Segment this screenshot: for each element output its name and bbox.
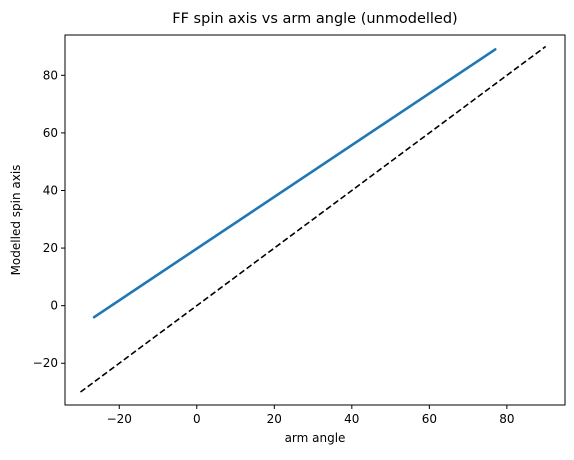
y-tick-label: 60 [43, 126, 58, 140]
y-axis-label: Modelled spin axis [9, 165, 23, 276]
y-tick-label: 20 [43, 241, 58, 255]
series-line-2 [80, 45, 547, 393]
x-axis-label: arm angle [285, 431, 346, 445]
x-axis-ticks: −20 0 20 40 60 80 [107, 405, 515, 426]
y-axis-ticks: −20 0 20 40 60 80 [33, 68, 65, 370]
x-tick-label: 20 [267, 412, 282, 426]
chart-title: FF spin axis vs arm angle (unmodelled) [172, 11, 457, 27]
plot-frame [64, 34, 566, 406]
series-line-1 [92, 48, 497, 319]
y-tick-label: −20 [33, 356, 58, 370]
x-tick-label: 40 [344, 412, 359, 426]
x-tick-label: 80 [499, 412, 514, 426]
y-tick-label: 80 [43, 68, 58, 82]
x-tick-label: −20 [107, 412, 132, 426]
series-layer [80, 45, 547, 393]
y-tick-label: 40 [43, 183, 58, 197]
x-tick-label: 0 [193, 412, 201, 426]
y-tick-label: 0 [50, 299, 58, 313]
x-tick-label: 60 [422, 412, 437, 426]
